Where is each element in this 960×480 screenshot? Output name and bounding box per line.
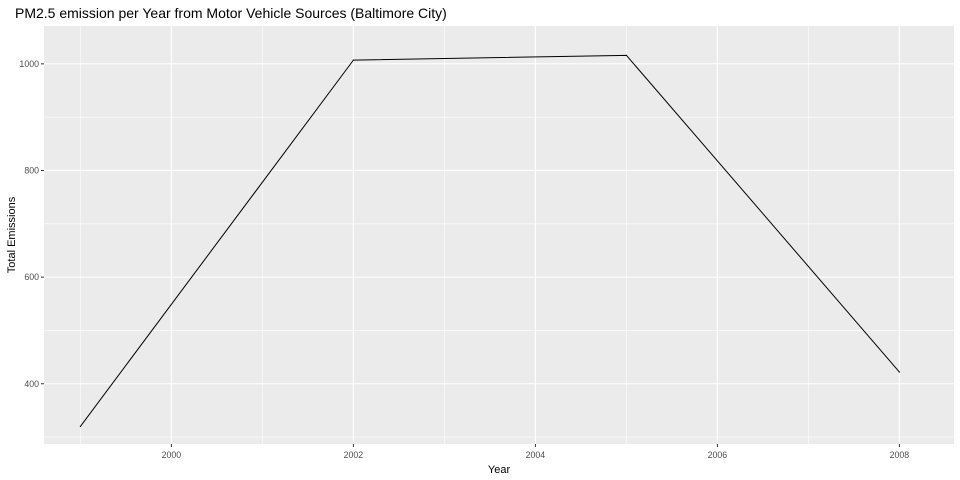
y-tick-label: 1000 [19,59,39,69]
data-point [79,425,81,428]
x-tick-label: 2002 [344,450,364,460]
x-axis-title: Year [488,464,511,476]
y-tick-label: 400 [24,379,39,389]
x-axis: 2000 2002 2004 2006 2008 [162,444,910,460]
data-point [625,54,628,56]
series-line [79,54,900,427]
x-tick-label: 2004 [526,450,546,460]
x-tick-label: 2008 [890,450,910,460]
x-tick-label: 2000 [162,450,182,460]
y-tick-label: 800 [24,165,39,175]
series-layer [79,54,901,428]
plot-panel [44,26,954,444]
major-gridlines [44,26,954,444]
data-point [898,371,901,373]
minor-gridlines [44,26,954,444]
chart-title: PM2.5 emission per Year from Motor Vehic… [15,5,447,21]
data-point [352,59,354,61]
y-axis: 400 600 800 1000 [19,59,44,389]
x-tick-label: 2006 [708,450,728,460]
y-axis-title: Total Emissions [6,196,18,273]
y-tick-label: 600 [24,272,39,282]
